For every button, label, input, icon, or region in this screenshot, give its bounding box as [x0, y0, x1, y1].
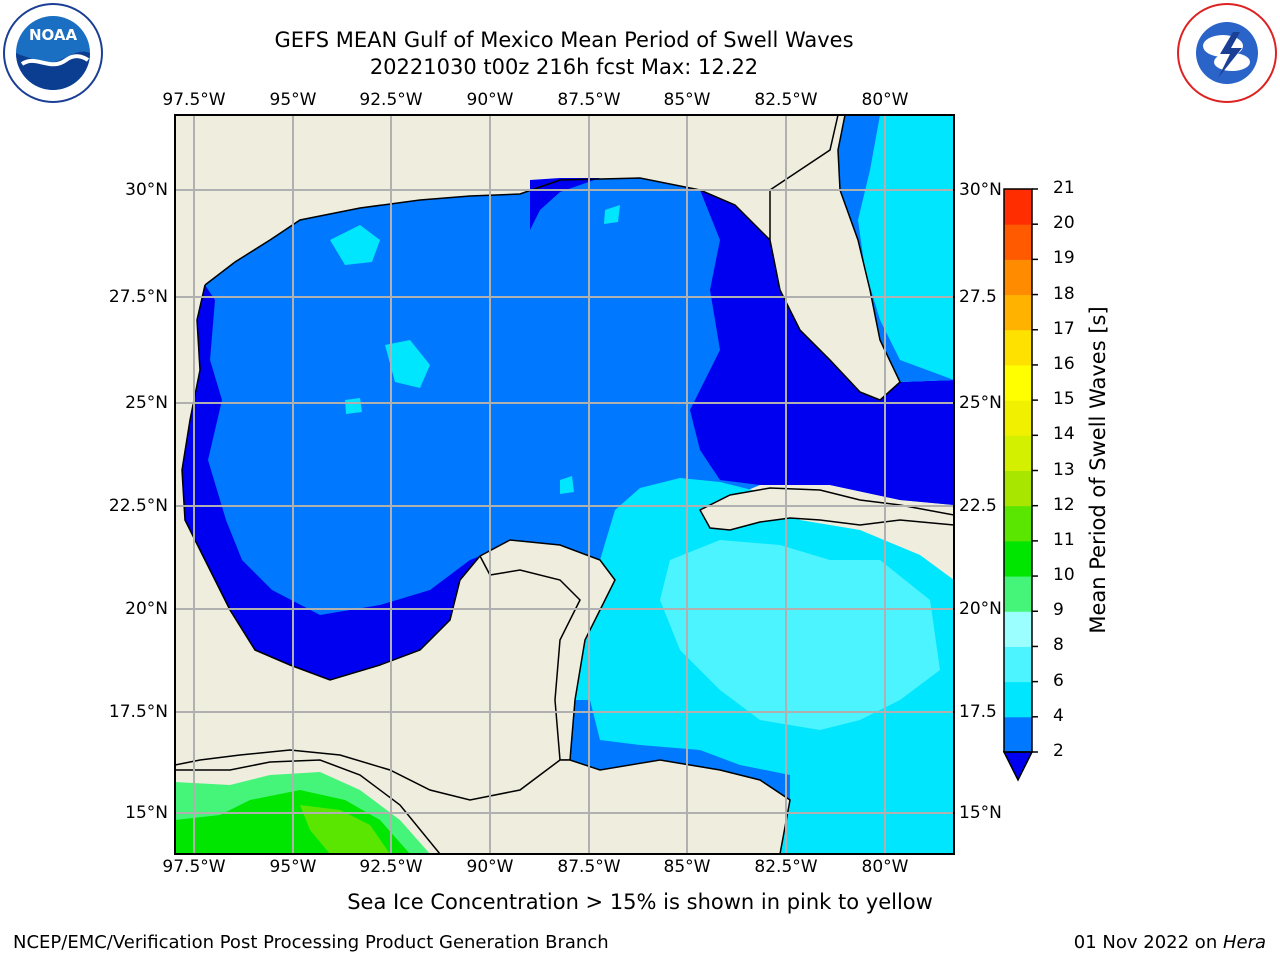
plot-subtitle: 20221030 t00z 216h fcst Max: 12.22 — [369, 55, 759, 79]
colorbar-tick-label: 11 — [1053, 529, 1075, 550]
lon-tick-top: 80°W — [861, 90, 909, 110]
lat-tick-right: 27.5 — [959, 287, 997, 307]
lon-tick-bottom: 85°W — [663, 857, 711, 877]
lat-tick-right: 30°N — [959, 180, 1002, 200]
colorbar-tick-label: 16 — [1053, 353, 1075, 374]
lon-tick-top: 87.5°W — [557, 90, 621, 110]
colorbar-title: Mean Period of Swell Waves [s] — [1086, 306, 1110, 634]
lon-tick-bottom: 97.5°W — [162, 857, 226, 877]
gulf-cyan-spot — [385, 340, 430, 388]
lat-tick-left: 22.5°N — [108, 496, 168, 516]
lat-tick-left: 30°N — [125, 180, 168, 200]
lat-tick-right: 17.5 — [959, 702, 997, 722]
colorbar-segment — [1004, 681, 1032, 718]
colorbar-segment — [1004, 611, 1032, 647]
gulf-cyan-spot — [560, 476, 574, 494]
central-america-land — [175, 749, 791, 854]
lon-tick-bottom: 90°W — [466, 857, 514, 877]
colorbar-tick-label: 17 — [1053, 318, 1075, 339]
colorbar-underflow-triangle — [1002, 751, 1034, 782]
gulf-deep-west — [182, 285, 480, 680]
map-grid — [175, 115, 954, 854]
florida-land — [769, 115, 901, 401]
colorbar-tick-label: 15 — [1053, 389, 1075, 410]
colorbar-segment — [1004, 294, 1032, 331]
colorbar-tick-label: 13 — [1053, 459, 1075, 480]
lat-tick-right: 20°N — [959, 599, 1002, 619]
nws-logo-icon — [1177, 3, 1277, 103]
colorbar-segment — [1004, 189, 1032, 225]
lat-tick-left: 27.5°N — [108, 287, 168, 307]
gulf-cyan-spot — [330, 225, 380, 265]
lat-tick-left: 20°N — [125, 599, 168, 619]
lon-tick-top: 82.5°W — [754, 90, 818, 110]
footer-credit: NCEP/EMC/Verification Post Processing Pr… — [13, 932, 609, 953]
colorbar-tick-label: 10 — [1053, 565, 1075, 586]
colorbar-tick-label: 9 — [1053, 600, 1064, 621]
colorbar-tick-label: 2 — [1053, 741, 1064, 761]
gulf-cyan-spot — [345, 398, 362, 414]
colorbar-tick-label: 6 — [1053, 670, 1064, 691]
colorbar-tick-label: 4 — [1053, 705, 1064, 726]
colorbar-segment — [1004, 224, 1032, 260]
colorbar — [1002, 188, 1038, 782]
footer-date-text: 01 Nov 2022 on — [1073, 932, 1223, 953]
colorbar-segment — [1004, 505, 1032, 542]
lon-tick-bottom: 87.5°W — [557, 857, 621, 877]
colorbar-segment — [1004, 646, 1032, 683]
colorbar-tick-label: 19 — [1053, 248, 1075, 269]
lon-tick-top: 95°W — [269, 90, 317, 110]
lat-tick-right: 22.5 — [959, 496, 997, 516]
lon-tick-bottom: 80°W — [861, 857, 909, 877]
colorbar-segment — [1004, 364, 1032, 401]
lon-tick-bottom: 95°W — [269, 857, 317, 877]
caribbean-light-patch — [660, 540, 940, 730]
lon-tick-top: 85°W — [663, 90, 711, 110]
lat-tick-left: 25°N — [125, 393, 168, 413]
lat-tick-right: 15°N — [959, 803, 1002, 823]
noaa-wordmark: NOAA — [29, 26, 78, 44]
map-frame — [174, 114, 955, 855]
noaa-logo-icon: NOAA — [3, 3, 103, 103]
colorbar-segment — [1004, 576, 1032, 612]
colorbar-tick-label: 8 — [1053, 635, 1064, 656]
cuba-land — [698, 487, 954, 531]
lon-tick-top: 90°W — [466, 90, 514, 110]
lon-tick-top: 97.5°W — [162, 90, 226, 110]
pacific-lime-patch — [300, 805, 390, 854]
colorbar-segment — [1004, 259, 1032, 296]
colorbar-segment — [1004, 329, 1032, 366]
gulf-cyan-spot — [604, 205, 620, 224]
footer-host: Hera — [1222, 932, 1266, 953]
colorbar-tick-label: 14 — [1053, 424, 1075, 445]
caribbean-deep-edge — [570, 700, 790, 800]
colorbar-tick-label: 12 — [1053, 494, 1075, 515]
lat-tick-right: 25°N — [959, 393, 1002, 413]
colorbar-tick-label: 18 — [1053, 283, 1075, 304]
lon-tick-bottom: 92.5°W — [359, 857, 423, 877]
lon-tick-top: 92.5°W — [359, 90, 423, 110]
colorbar-segment — [1004, 540, 1032, 577]
footer-date: 01 Nov 2022 on Hera — [1074, 932, 1266, 953]
colorbar-segment — [1004, 470, 1032, 507]
lon-tick-bottom: 82.5°W — [754, 857, 818, 877]
gulf-deep-east — [690, 190, 954, 505]
colorbar-segment — [1004, 716, 1032, 753]
colorbar-segment — [1004, 435, 1032, 471]
lat-tick-left: 17.5°N — [108, 702, 168, 722]
lat-tick-left: 15°N — [125, 803, 168, 823]
colorbar-segment — [1004, 400, 1032, 436]
colorbar-tick-label: 20 — [1053, 213, 1075, 234]
sea-ice-note: Sea Ice Concentration > 15% is shown in … — [347, 890, 933, 914]
plot-title: GEFS MEAN Gulf of Mexico Mean Period of … — [274, 28, 854, 52]
colorbar-tick-label: 21 — [1053, 178, 1075, 198]
